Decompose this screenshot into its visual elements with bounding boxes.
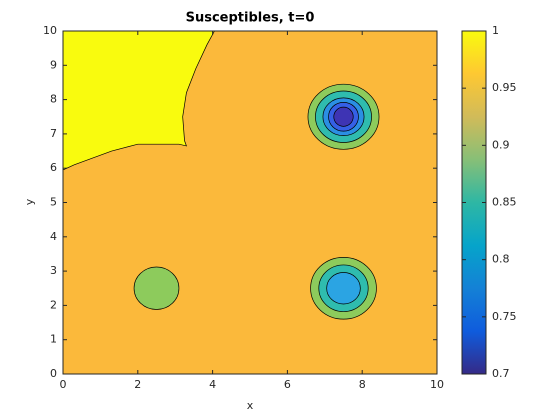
x-tick-label: 4	[209, 378, 216, 391]
colorbar-tick-label: 0.75	[492, 310, 517, 323]
y-tick-label: 8	[50, 93, 57, 106]
colorbar-tick-label: 1	[492, 24, 499, 37]
x-tick-label: 8	[359, 378, 366, 391]
y-tick-label: 1	[50, 333, 57, 346]
x-axis-label: x	[247, 399, 254, 412]
y-tick-label: 0	[50, 367, 57, 380]
colorbar-tick-label: 0.8	[492, 253, 510, 266]
y-tick-label: 3	[50, 264, 57, 277]
x-tick-label: 2	[134, 378, 141, 391]
y-tick-label: 5	[50, 196, 57, 209]
contour-region	[326, 272, 361, 305]
x-tick-label: 6	[284, 378, 291, 391]
y-tick-label: 2	[50, 298, 57, 311]
y-tick-label: 4	[50, 230, 57, 243]
y-tick-label: 10	[43, 24, 57, 37]
y-tick-label: 6	[50, 161, 57, 174]
y-tick-label: 9	[50, 58, 57, 71]
y-tick-label: 7	[50, 127, 57, 140]
contour-region	[62, 30, 216, 171]
x-tick-label: 10	[430, 378, 444, 391]
contour-region	[133, 266, 180, 310]
colorbar-tick-label: 0.95	[492, 81, 517, 94]
contour-region	[333, 106, 354, 127]
colorbar-tick-label: 0.7	[492, 367, 510, 380]
x-tick-label: 0	[60, 378, 67, 391]
chart-title: Susceptibles, t=0	[186, 11, 315, 26]
y-axis-label: y	[23, 198, 36, 205]
colorbar-tick-label: 0.85	[492, 196, 517, 209]
colorbar-tick-label: 0.9	[492, 138, 510, 151]
